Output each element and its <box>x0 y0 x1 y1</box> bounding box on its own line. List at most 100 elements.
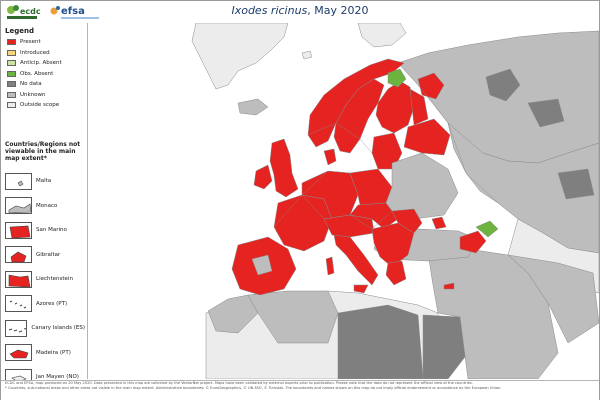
footer-line-1: ECDC and EFSA, map produced on 20 May 20… <box>5 381 473 385</box>
legend-item: Outside scope <box>7 100 85 111</box>
sardinia-shape <box>325 256 335 276</box>
caucasus-present-shape <box>459 230 487 254</box>
main-map <box>88 23 599 379</box>
russia-nodata-a <box>485 68 521 102</box>
svalbard-shape <box>357 23 407 48</box>
footer: ECDC and EFSA, map produced on 20 May 20… <box>1 380 599 400</box>
legend-label: Obs. Absent <box>20 70 54 77</box>
gibraltar-icon <box>5 246 32 264</box>
iberia-unknown-patch <box>251 254 273 276</box>
region-outlines <box>273 84 499 230</box>
libya-nodata-shape <box>337 304 424 379</box>
not-viewable-item: Liechtenstein <box>5 267 85 292</box>
ireland-shape <box>253 164 273 190</box>
legend-swatch <box>7 91 16 98</box>
legend-label: Present <box>20 39 41 46</box>
crimea-present-shape <box>431 216 447 230</box>
alps-shape <box>323 214 375 238</box>
monaco-icon <box>5 197 32 215</box>
not-viewable-label: Gibraltar <box>36 251 61 258</box>
legend-title: Legend <box>5 27 34 35</box>
outline-c <box>273 170 329 228</box>
egypt-nodata-shape <box>422 314 469 379</box>
sweden-shape <box>333 78 385 154</box>
belarus-ukraine-shape <box>385 152 459 220</box>
russia-west-present <box>403 118 451 156</box>
russia-nodata-c <box>557 168 595 200</box>
greenland-shape <box>191 23 289 90</box>
title-date: , May 2020 <box>307 4 369 17</box>
not-viewable-item: Madeira (PT) <box>5 341 85 366</box>
legend-item: Obs. Absent <box>7 69 85 80</box>
footer-line-2: * Countries, sub-national areas and othe… <box>5 386 502 390</box>
not-viewable-label: Madeira (PT) <box>36 349 71 356</box>
logos: ecdc efsa <box>5 3 115 21</box>
sicily-shape <box>353 284 369 294</box>
not-viewable-label: Jan Mayen (NO) <box>36 374 79 381</box>
not-viewable-item: Gibraltar <box>5 243 85 268</box>
not-viewable-item: San Marino <box>5 218 85 243</box>
not-viewable-list: Malta Monaco San Marino Gibraltar Liechtenst… <box>5 169 85 390</box>
kola-russia-present <box>417 72 445 100</box>
algeria-tunisia-shape <box>247 290 339 344</box>
legend-swatch <box>7 60 16 67</box>
canary-islands-icon <box>5 319 28 337</box>
europe-map <box>191 23 599 379</box>
iceland-shape <box>237 98 269 116</box>
cyprus-shape <box>443 282 455 290</box>
legend-swatch <box>7 70 16 77</box>
ecdc-logo-icon: ecdc <box>7 5 41 19</box>
iran-shape <box>507 254 599 344</box>
not-viewable-label: Canary Islands (ES) <box>31 325 85 332</box>
not-viewable-item: Azores (PT) <box>5 292 85 317</box>
legend-swatch <box>7 102 16 109</box>
scandinavia <box>307 58 445 166</box>
malta-icon <box>5 172 32 190</box>
efsa-logo-icon: efsa <box>50 6 99 19</box>
middle-east-shape <box>427 248 559 379</box>
not-viewable-item: Canary Islands (ES) <box>5 316 85 341</box>
north-africa-middle-east <box>205 228 599 379</box>
outline-d <box>417 84 499 204</box>
legend-swatch <box>7 39 16 46</box>
legend-swatch <box>7 81 16 88</box>
sidebar: Legend Present Introduced Anticip. Absent O… <box>1 23 88 386</box>
legend-label: No data <box>20 81 42 88</box>
san-marino-icon <box>5 221 32 239</box>
greece-shape <box>385 260 407 286</box>
romania-shape <box>391 208 423 234</box>
legend-swatch <box>7 49 16 56</box>
france-shape <box>273 194 333 252</box>
balkans-shape <box>371 222 415 268</box>
outline-a <box>307 122 373 154</box>
legend-label: Outside scope <box>20 102 60 109</box>
azores-icon <box>5 295 32 313</box>
uk-shape <box>269 138 299 198</box>
legend-item: Present <box>7 37 85 48</box>
legend-label: Introduced <box>20 49 50 56</box>
russia-nodata-b <box>527 98 565 128</box>
lapland-absent-shape <box>387 68 407 88</box>
legend-item: Introduced <box>7 48 85 59</box>
header: ecdc efsa Ixodes ricinus, May 2020 <box>1 1 599 24</box>
legend-item: No data <box>7 79 85 90</box>
outside-scope-north <box>191 23 407 90</box>
karelia-present <box>409 88 429 126</box>
legend-item: Anticip. Absent <box>7 58 85 69</box>
not-viewable-item: Monaco <box>5 194 85 219</box>
not-viewable-title: Countries/Regions not viewable in the ma… <box>5 141 81 162</box>
western-central-europe <box>231 98 499 296</box>
map-title: Ixodes ricinus, May 2020 <box>1 4 599 17</box>
title-species: Ixodes ricinus <box>231 4 308 17</box>
not-viewable-label: Malta <box>36 178 52 185</box>
legend-label: Anticip. Absent <box>20 60 62 67</box>
liechtenstein-icon <box>5 270 32 288</box>
not-viewable-label: Monaco <box>36 202 58 209</box>
not-viewable-label: Azores (PT) <box>36 300 68 307</box>
italy-shape <box>333 234 379 286</box>
madeira-icon <box>5 344 32 362</box>
efsa-logo-text: efsa <box>61 6 85 17</box>
outline-b <box>301 194 393 230</box>
denmark-shape <box>323 148 337 166</box>
